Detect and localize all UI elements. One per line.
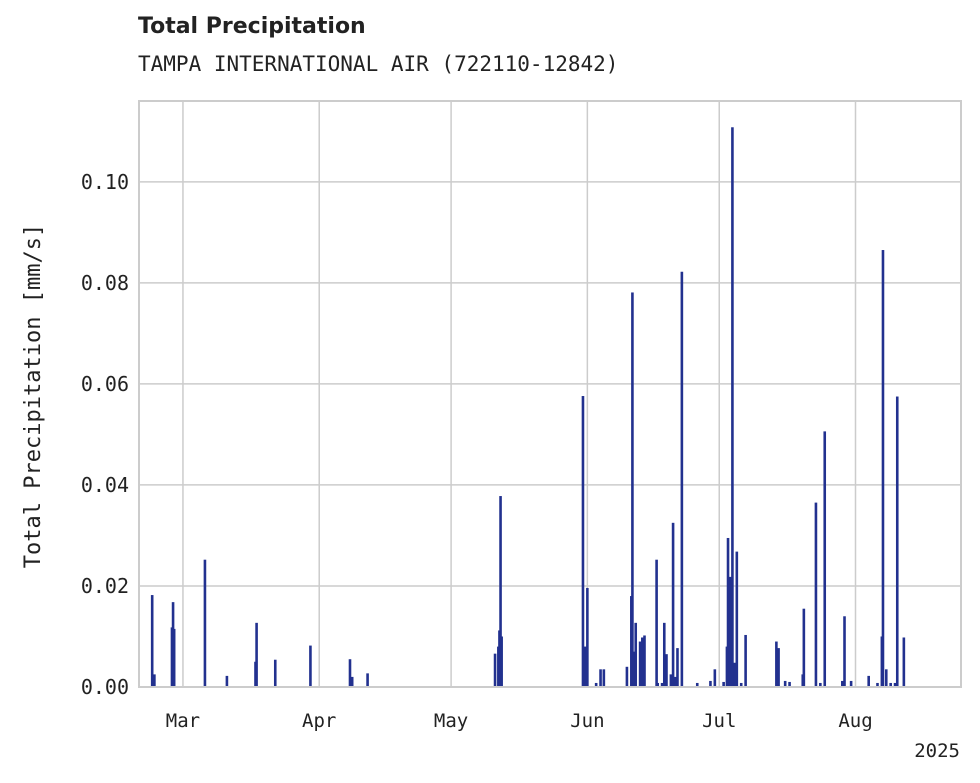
precipitation-bar xyxy=(731,127,734,687)
precipitation-bar xyxy=(849,680,853,687)
precipitation-bar xyxy=(823,431,827,687)
precipitation-bar xyxy=(739,682,743,687)
x-tick-label: Jun xyxy=(570,710,604,732)
precipitation-bar xyxy=(722,681,725,687)
precipitation-bar xyxy=(493,653,497,687)
y-tick-label: 0.10 xyxy=(81,170,129,194)
precipitation-bar xyxy=(153,674,156,687)
precipitation-bar xyxy=(744,634,747,687)
precipitation-bar xyxy=(889,682,892,687)
precipitation-bar xyxy=(594,682,598,687)
precipitation-bar xyxy=(225,675,229,687)
precipitation-bar xyxy=(673,676,677,687)
y-tick-label: 0.04 xyxy=(81,473,129,497)
precipitation-bar xyxy=(843,616,846,687)
precipitation-bar xyxy=(788,681,791,687)
precipitation-bar xyxy=(867,675,870,687)
plot-frame xyxy=(138,100,962,688)
precipitation-bar xyxy=(728,576,732,687)
precipitation-bar xyxy=(273,659,277,687)
chart-subtitle: TAMPA INTERNATIONAL AIR (722110-12842) xyxy=(138,52,619,76)
y-tick-label: 0.06 xyxy=(81,372,129,396)
chart-title: Total Precipitation xyxy=(138,14,366,39)
precipitation-bar xyxy=(881,250,885,687)
precipitation-bar xyxy=(884,669,888,687)
precipitation-bar xyxy=(660,682,664,687)
precipitation-bar xyxy=(662,622,666,687)
x-axis-year-label: 2025 xyxy=(914,740,960,762)
precipitation-bar xyxy=(876,682,879,687)
tick-labels: 0.00 0.02 0.04 0.06 0.08 0.10 Mar Apr May Jun Jul A… xyxy=(81,170,873,732)
precipitation-bar xyxy=(665,654,668,687)
precipitation-bar xyxy=(726,537,730,687)
precipitation-bar xyxy=(671,522,675,687)
precipitation-bar xyxy=(733,662,736,687)
precipitation-bar xyxy=(656,682,659,687)
precipitation-bar xyxy=(655,559,658,687)
precipitation-bar xyxy=(638,641,642,687)
precipitation-bar xyxy=(783,680,787,687)
precipitation-bar xyxy=(172,628,176,687)
precipitation-bar xyxy=(814,502,818,687)
precipitation-bar xyxy=(366,673,369,687)
grid xyxy=(139,101,961,688)
precipitation-bar xyxy=(255,622,258,687)
precipitation-bar xyxy=(735,551,739,687)
precipitation-bar xyxy=(631,292,634,687)
precipitation-bar xyxy=(641,637,644,687)
y-tick-label: 0.00 xyxy=(81,675,129,699)
precipitation-bar xyxy=(599,669,602,687)
precipitation-bar xyxy=(634,622,638,687)
precipitation-bar xyxy=(680,271,684,687)
precipitation-bar xyxy=(581,396,585,687)
precipitation-bar xyxy=(150,595,154,687)
precipitation-bar xyxy=(669,674,673,687)
x-tick-label: Apr xyxy=(302,710,336,732)
precipitation-bar xyxy=(583,646,587,687)
precipitation-bar xyxy=(709,680,712,687)
y-axis-label: Total Precipitation [mm/s] xyxy=(21,224,46,568)
x-tick-label: May xyxy=(434,710,468,732)
precipitation-bar xyxy=(777,648,780,687)
precipitation-bar xyxy=(350,676,354,687)
precipitation-bar xyxy=(841,680,844,687)
precipitation-bar xyxy=(500,636,503,687)
y-tick-label: 0.02 xyxy=(81,574,129,598)
precipitation-bar xyxy=(499,496,502,687)
precipitation-bar xyxy=(643,635,646,687)
precipitation-bar xyxy=(695,682,699,687)
precipitation-bar xyxy=(802,608,806,687)
precipitation-bar xyxy=(676,648,679,687)
precipitation-bar xyxy=(602,669,606,687)
precipitation-bar xyxy=(893,682,897,687)
precipitation-bar xyxy=(625,666,629,687)
precipitation-bar xyxy=(632,651,635,687)
precipitation-bar xyxy=(309,645,312,687)
x-tick-label: Mar xyxy=(166,710,200,732)
bar-series xyxy=(150,127,906,687)
precipitation-bar xyxy=(713,669,717,687)
precipitation-bar xyxy=(902,637,906,687)
precipitation-bar xyxy=(348,659,352,687)
precipitation-bar xyxy=(586,587,589,687)
precipitation-bar xyxy=(775,641,778,687)
precipitation-bar xyxy=(203,559,207,687)
precipitation-bar xyxy=(895,396,899,687)
y-tick-label: 0.08 xyxy=(81,271,129,295)
precipitation-bar xyxy=(819,682,822,687)
x-tick-label: Aug xyxy=(838,710,872,732)
x-tick-label: Jul xyxy=(702,710,736,732)
